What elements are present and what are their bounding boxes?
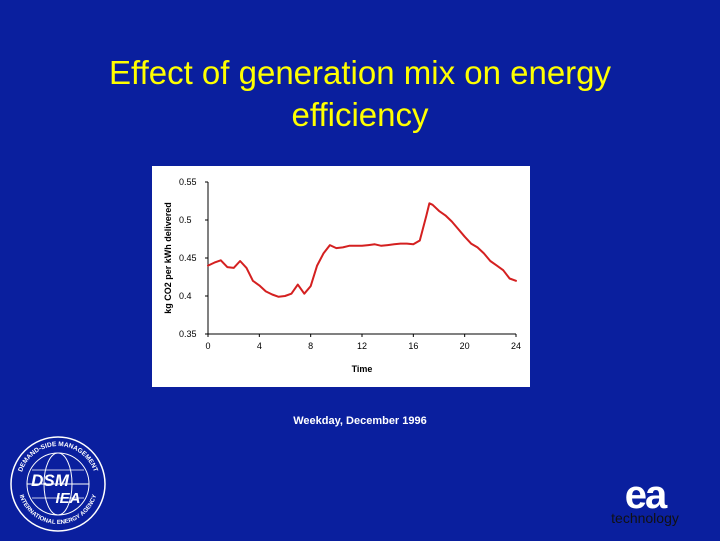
x-tick-label: 4 [257, 341, 262, 351]
slide-title-line2: efficiency [291, 96, 429, 133]
slide-title: Effect of generation mix on energy effic… [0, 52, 720, 136]
y-tick-labels: 0.35 0.4 0.45 0.5 0.55 [179, 177, 208, 339]
y-tick-label: 0.45 [179, 253, 197, 263]
svg-text:DEMAND-SIDE MANAGEMENT: DEMAND-SIDE MANAGEMENT [17, 441, 99, 473]
chart-caption: Weekday, December 1996 [293, 415, 427, 427]
line-chart: 0.35 0.4 0.45 0.5 0.55 0 4 8 12 16 20 24 kg CO2 pe… [163, 177, 521, 374]
slide-title-line1: Effect of generation mix on energy [108, 54, 612, 91]
ea-technology-logo: ea technology [590, 473, 700, 526]
y-tick-label: 0.35 [179, 329, 197, 339]
x-tick-label: 0 [205, 341, 210, 351]
ea-mark: ea [624, 473, 668, 517]
x-tick-labels: 0 4 8 12 16 20 24 [205, 334, 521, 351]
y-tick-label: 0.4 [179, 291, 192, 301]
series-line [207, 202, 517, 298]
y-tick-label: 0.55 [179, 177, 197, 187]
chart-panel: 0.35 0.4 0.45 0.5 0.55 0 4 8 12 16 20 24 kg CO2 pe… [152, 166, 530, 387]
dsm-ring-text-top: DEMAND-SIDE MANAGEMENT [17, 441, 99, 473]
y-tick-label: 0.5 [179, 215, 192, 225]
x-tick-label: 16 [408, 341, 418, 351]
x-tick-label: 8 [308, 341, 313, 351]
y-axis-label: kg CO2 per kWh delivered [163, 202, 173, 314]
ea-wordmark: technology [611, 510, 679, 526]
x-tick-label: 20 [460, 341, 470, 351]
chart-axes [207, 182, 516, 335]
x-tick-label: 12 [357, 341, 367, 351]
dsm-mark: DSM [31, 471, 70, 490]
dsm-sub-mark: IEA [55, 490, 80, 507]
dsm-iea-logo: DEMAND-SIDE MANAGEMENT INTERNATIONAL ENE… [6, 432, 110, 541]
series-group [207, 202, 517, 298]
x-axis-label: Time [352, 364, 373, 374]
x-tick-label: 24 [511, 341, 521, 351]
